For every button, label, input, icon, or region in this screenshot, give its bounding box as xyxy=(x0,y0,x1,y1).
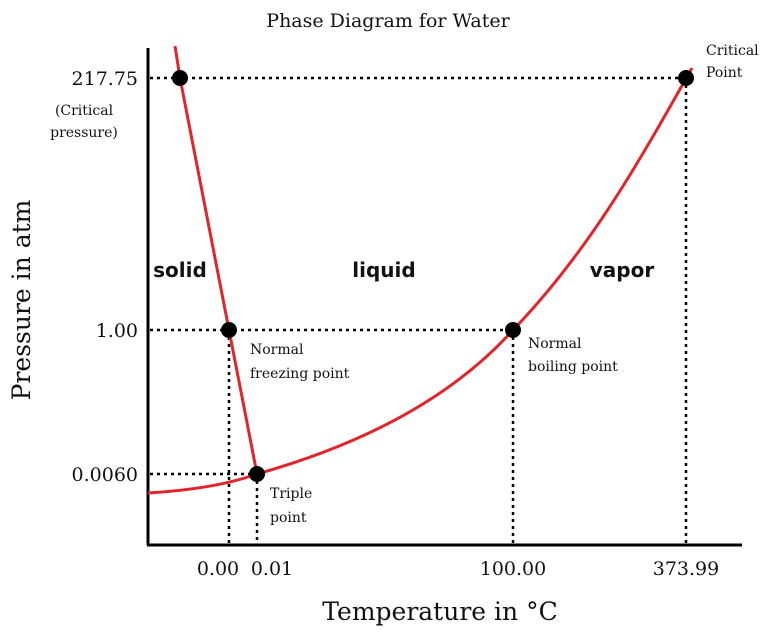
solid-liquid-curve xyxy=(173,45,259,475)
y-tick-note: (Critical xyxy=(55,103,114,119)
y-tick-note: pressure) xyxy=(50,125,118,141)
point-label: Normal xyxy=(528,336,582,352)
point-label: freezing point xyxy=(250,366,350,382)
point-label: Point xyxy=(706,65,743,81)
y-axis-label: Pressure in atm xyxy=(7,199,36,400)
point xyxy=(249,466,265,482)
point-label: Normal xyxy=(250,342,304,358)
y-tick-label: 1.00 xyxy=(96,320,138,342)
region-label: liquid xyxy=(352,258,415,282)
guide-lines xyxy=(150,76,688,543)
point-label: point xyxy=(270,510,307,526)
point-label: Triple xyxy=(270,486,312,502)
liquid-vapor-curve xyxy=(147,67,694,495)
point-label: Critical xyxy=(706,43,759,59)
y-tick-label: 217.75 xyxy=(72,68,138,90)
point xyxy=(221,322,237,338)
point-label: boiling point xyxy=(528,359,618,375)
point xyxy=(505,322,521,338)
region-label: solid xyxy=(153,258,207,282)
x-tick-label: 100.00 xyxy=(480,558,546,580)
title: Phase Diagram for Water xyxy=(266,10,510,32)
x-axis-label: Temperature in °C xyxy=(322,597,557,626)
y-tick-label: 0.0060 xyxy=(72,464,138,486)
point xyxy=(172,70,188,86)
x-tick-label: 0.01 xyxy=(251,558,293,580)
region-label: vapor xyxy=(590,258,655,282)
x-tick-label: 0.00 xyxy=(197,558,239,580)
point xyxy=(678,70,694,86)
x-tick-label: 373.99 xyxy=(653,558,719,580)
